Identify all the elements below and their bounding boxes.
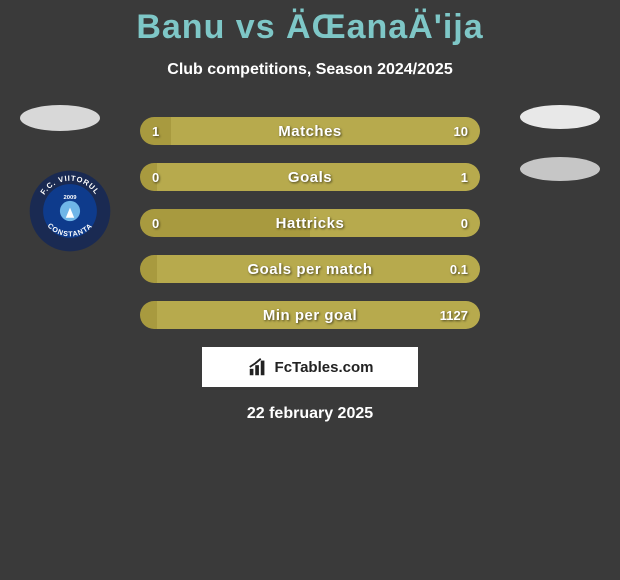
bar-chart-icon <box>247 356 269 378</box>
bar-label: Goals per match <box>140 255 480 283</box>
bar-row: 110Matches <box>140 117 480 145</box>
bar-list: 110Matches 01Goals 00Hattricks 0.1Goals per… <box>140 117 480 329</box>
bar-row: 1127Min per goal <box>140 301 480 329</box>
bar-label: Hattricks <box>140 209 480 237</box>
bar-label: Matches <box>140 117 480 145</box>
club-crest-left: F.C. VIITORUL CONSTANTA 2009 <box>28 169 112 253</box>
brand-box[interactable]: FcTables.com <box>202 347 418 387</box>
subtitle: Club competitions, Season 2024/2025 <box>0 61 620 79</box>
comparison-card: Banu vs ÄŒanaÄ'ija Club competitions, Se… <box>0 0 620 423</box>
bar-row: 0.1Goals per match <box>140 255 480 283</box>
date-text: 22 february 2025 <box>0 405 620 423</box>
chart-area: F.C. VIITORUL CONSTANTA 2009 110Matches 0… <box>0 117 620 423</box>
bar-label: Goals <box>140 163 480 191</box>
bar-row: 01Goals <box>140 163 480 191</box>
viitorul-crest-icon: F.C. VIITORUL CONSTANTA 2009 <box>28 169 112 253</box>
decorative-ellipse-right-2 <box>520 157 600 181</box>
bar-row: 00Hattricks <box>140 209 480 237</box>
brand-text: FcTables.com <box>275 359 374 376</box>
bar-label: Min per goal <box>140 301 480 329</box>
decorative-ellipse-left <box>20 105 100 131</box>
svg-text:2009: 2009 <box>63 195 77 201</box>
page-title: Banu vs ÄŒanaÄ'ija <box>0 8 620 47</box>
decorative-ellipse-right-1 <box>520 105 600 129</box>
